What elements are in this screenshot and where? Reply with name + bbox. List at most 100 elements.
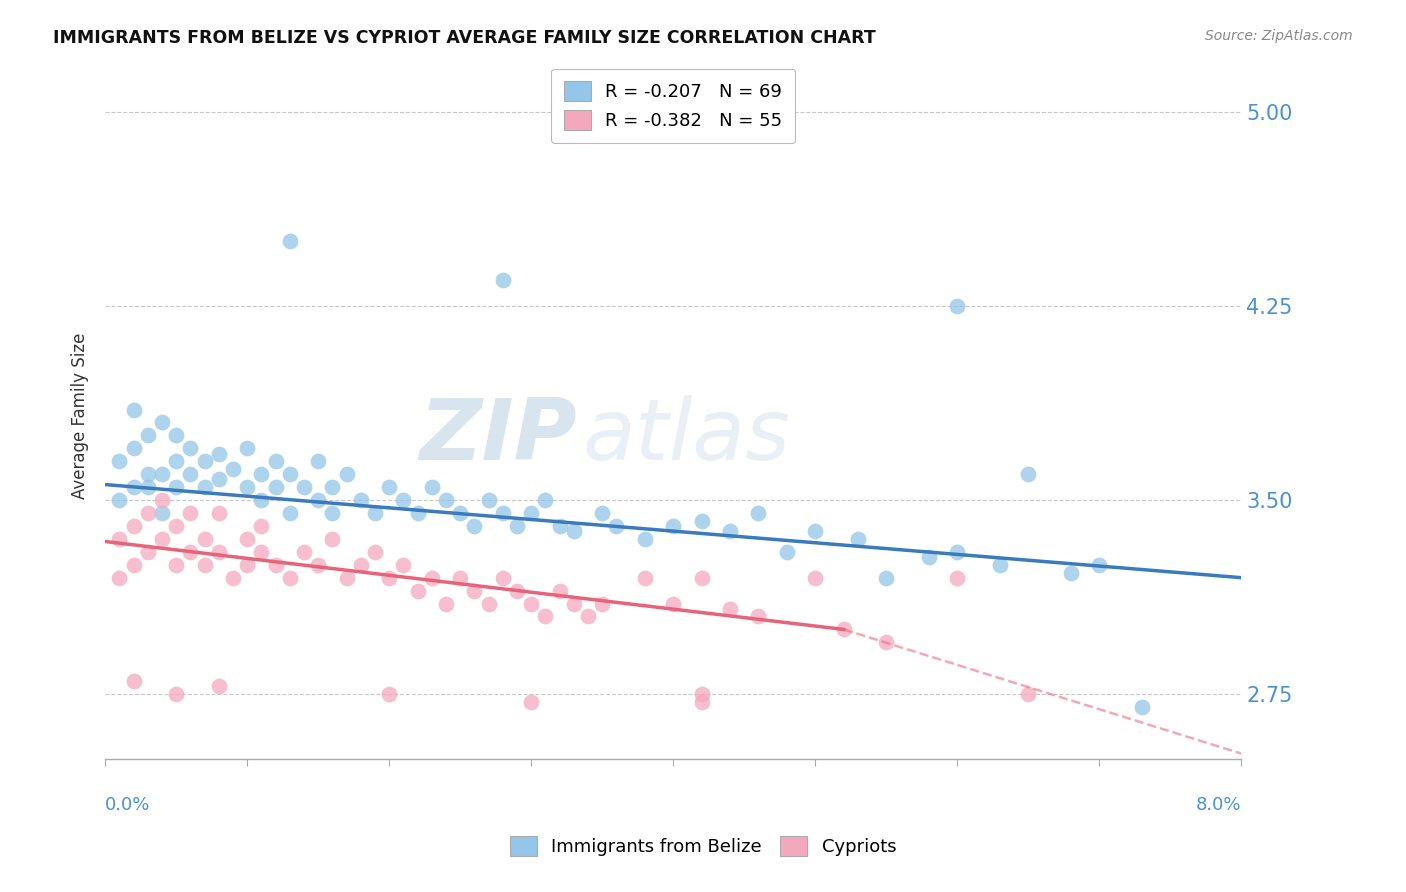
Point — [718, 524, 741, 538]
Point — [292, 480, 315, 494]
Point — [576, 609, 599, 624]
Point — [150, 493, 173, 508]
Point — [336, 571, 359, 585]
Point — [136, 467, 159, 482]
Text: atlas: atlas — [582, 395, 790, 478]
Point — [392, 558, 415, 572]
Text: Source: ZipAtlas.com: Source: ZipAtlas.com — [1205, 29, 1353, 43]
Point — [804, 524, 827, 538]
Point — [534, 609, 557, 624]
Point — [194, 558, 217, 572]
Point — [434, 493, 457, 508]
Point — [165, 428, 187, 442]
Point — [350, 558, 373, 572]
Point — [122, 558, 145, 572]
Point — [605, 519, 627, 533]
Point — [194, 480, 217, 494]
Point — [165, 519, 187, 533]
Point — [165, 558, 187, 572]
Point — [364, 545, 387, 559]
Point — [165, 687, 187, 701]
Point — [179, 442, 201, 456]
Point — [264, 480, 287, 494]
Point — [463, 583, 485, 598]
Point — [264, 558, 287, 572]
Point — [236, 532, 259, 546]
Point — [364, 506, 387, 520]
Point — [434, 597, 457, 611]
Point — [420, 480, 443, 494]
Point — [278, 467, 301, 482]
Point — [988, 558, 1011, 572]
Point — [250, 493, 273, 508]
Point — [122, 519, 145, 533]
Point — [875, 635, 897, 649]
Point — [406, 506, 429, 520]
Point — [208, 545, 231, 559]
Text: 0.0%: 0.0% — [105, 797, 150, 814]
Point — [449, 571, 471, 585]
Point — [307, 558, 329, 572]
Point — [179, 506, 201, 520]
Point — [264, 454, 287, 468]
Point — [122, 480, 145, 494]
Point — [562, 597, 585, 611]
Legend: R = -0.207   N = 69, R = -0.382   N = 55: R = -0.207 N = 69, R = -0.382 N = 55 — [551, 69, 796, 143]
Point — [1088, 558, 1111, 572]
Point — [946, 545, 969, 559]
Point — [463, 519, 485, 533]
Legend: Immigrants from Belize, Cypriots: Immigrants from Belize, Cypriots — [499, 825, 907, 867]
Point — [690, 695, 713, 709]
Point — [562, 524, 585, 538]
Point — [406, 583, 429, 598]
Point — [136, 428, 159, 442]
Point — [690, 514, 713, 528]
Point — [350, 493, 373, 508]
Point — [662, 597, 685, 611]
Point — [1130, 700, 1153, 714]
Point — [108, 454, 131, 468]
Point — [946, 299, 969, 313]
Point — [548, 519, 571, 533]
Point — [194, 532, 217, 546]
Point — [378, 571, 401, 585]
Point — [108, 532, 131, 546]
Point — [307, 454, 329, 468]
Point — [492, 273, 515, 287]
Point — [108, 493, 131, 508]
Point — [236, 442, 259, 456]
Point — [534, 493, 557, 508]
Point — [321, 532, 343, 546]
Point — [222, 462, 245, 476]
Point — [520, 695, 543, 709]
Point — [478, 493, 501, 508]
Point — [208, 679, 231, 693]
Point — [208, 472, 231, 486]
Point — [278, 235, 301, 249]
Point — [690, 687, 713, 701]
Point — [506, 519, 529, 533]
Point — [804, 571, 827, 585]
Point — [918, 549, 941, 564]
Point — [236, 558, 259, 572]
Point — [194, 454, 217, 468]
Point — [179, 545, 201, 559]
Point — [520, 506, 543, 520]
Point — [591, 506, 613, 520]
Point — [548, 583, 571, 598]
Point — [136, 545, 159, 559]
Point — [136, 506, 159, 520]
Point — [690, 571, 713, 585]
Point — [378, 687, 401, 701]
Point — [718, 601, 741, 615]
Point — [165, 454, 187, 468]
Point — [492, 571, 515, 585]
Point — [634, 571, 657, 585]
Point — [747, 609, 769, 624]
Point — [336, 467, 359, 482]
Point — [875, 571, 897, 585]
Point — [591, 597, 613, 611]
Point — [150, 532, 173, 546]
Point — [136, 480, 159, 494]
Point — [1017, 467, 1039, 482]
